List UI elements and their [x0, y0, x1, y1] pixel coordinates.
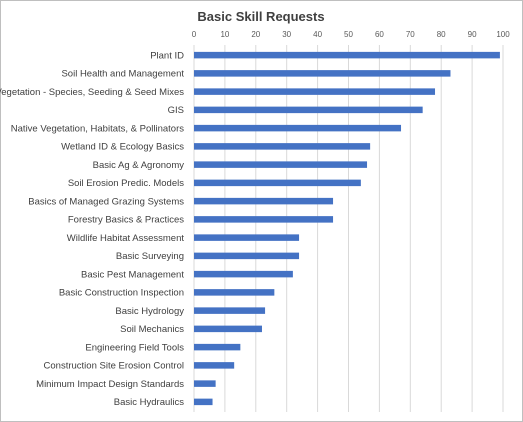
x-tick-label: 50	[344, 30, 353, 39]
bars	[194, 51, 500, 406]
category-label: Engineering Field Tools	[85, 342, 184, 353]
bar	[194, 307, 266, 314]
bar	[194, 143, 371, 150]
bar	[194, 252, 300, 260]
category-label: Basic Ag & Agronomy	[93, 160, 185, 171]
category-label: Plant ID	[150, 50, 184, 61]
x-tick-label: 100	[496, 30, 510, 39]
category-label: Basic Surveying	[116, 251, 184, 262]
category-label: Basic Hydraulics	[114, 397, 184, 408]
x-tick-label: 70	[406, 30, 415, 39]
bar	[194, 289, 275, 296]
category-label: Basics of Managed Grazing Systems	[28, 196, 184, 207]
bar	[194, 106, 423, 114]
bar	[194, 161, 368, 168]
category-label: Native Vegetation, Habitats, & Pollinato…	[11, 123, 184, 134]
bar	[194, 270, 293, 278]
category-label: Basic Pest Management	[81, 269, 184, 280]
chart-title: Basic Skill Requests	[197, 9, 324, 24]
category-label: Basic Hydrology	[115, 306, 184, 317]
category-label: Soil Mechanics	[120, 324, 184, 335]
bar	[194, 124, 402, 132]
bar	[194, 325, 262, 333]
x-axis-tick-labels: 0 10 20 30 40 50 60 70 80 90 100	[192, 30, 510, 39]
bar	[194, 179, 361, 187]
category-label: Basic Construction Inspection	[59, 288, 184, 299]
x-tick-label: 90	[468, 30, 477, 39]
bar	[194, 380, 216, 387]
category-label: Wetland ID & Ecology Basics	[61, 142, 184, 153]
gridlines	[193, 45, 504, 412]
bar	[194, 362, 235, 369]
category-label: Minimum Impact Design Standards	[36, 379, 184, 390]
category-label: Wildlife Habitat Assessment	[67, 233, 185, 244]
bar	[194, 51, 500, 59]
category-label: Soil Erosion Predic. Models	[68, 178, 184, 189]
bar	[194, 88, 436, 95]
category-label: Soil Health and Management	[61, 69, 184, 80]
x-tick-label: 0	[192, 30, 197, 39]
bar	[194, 197, 334, 205]
x-tick-label: 80	[437, 30, 446, 39]
category-label: Forestry Basics & Practices	[68, 215, 184, 226]
category-label: Vegetation - Species, Seeding & Seed Mix…	[0, 87, 184, 98]
x-tick-label: 30	[282, 30, 291, 39]
x-tick-label: 20	[251, 30, 260, 39]
x-tick-label: 10	[220, 30, 229, 39]
x-tick-label: 60	[375, 30, 384, 39]
bar	[194, 398, 213, 406]
category-label: Construction Site Erosion Control	[44, 361, 184, 372]
x-tick-label: 40	[313, 30, 322, 39]
category-label: GIS	[168, 105, 184, 116]
bar	[194, 70, 451, 77]
bar	[194, 234, 300, 241]
bar	[194, 216, 334, 223]
category-labels: Plant ID Soil Health and Management Vegeta…	[0, 50, 184, 408]
bar	[194, 343, 241, 351]
